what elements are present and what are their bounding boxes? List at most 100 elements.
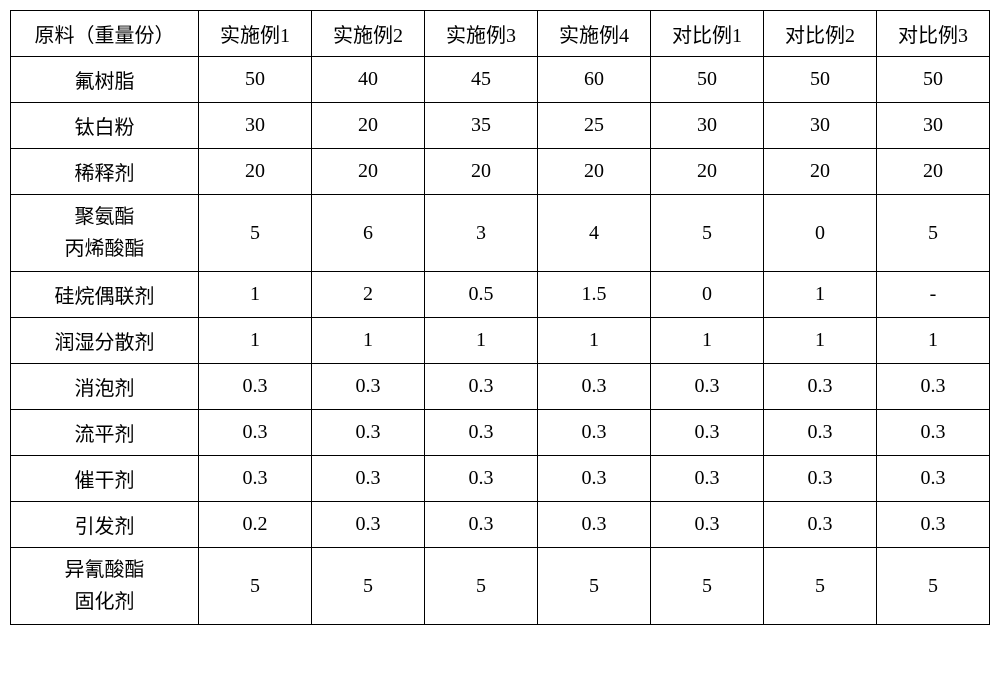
row-data-cell: 60: [538, 57, 651, 103]
row-data-cell: 1: [425, 318, 538, 364]
row-label-cell: 硅烷偶联剂: [11, 272, 199, 318]
row-data-cell: 0.3: [651, 410, 764, 456]
row-label-cell: 润湿分散剂: [11, 318, 199, 364]
row-data-cell: 20: [199, 149, 312, 195]
row-data-cell: 40: [312, 57, 425, 103]
row-label-cell: 异氰酸酯固化剂: [11, 548, 199, 625]
header-label-cell: 原料（重量份）: [11, 11, 199, 57]
row-data-cell: 0.3: [877, 364, 990, 410]
row-data-cell: 0.3: [764, 364, 877, 410]
row-data-cell: 1: [312, 318, 425, 364]
row-data-cell: 50: [199, 57, 312, 103]
row-label-cell: 稀释剂: [11, 149, 199, 195]
row-data-cell: 20: [538, 149, 651, 195]
row-data-cell: 50: [651, 57, 764, 103]
row-label-cell: 聚氨酯丙烯酸酯: [11, 195, 199, 272]
table-row: 催干剂0.30.30.30.30.30.30.3: [11, 456, 990, 502]
row-data-cell: 5: [877, 548, 990, 625]
row-data-cell: 30: [877, 103, 990, 149]
row-data-cell: 0.3: [199, 364, 312, 410]
row-label-cell: 催干剂: [11, 456, 199, 502]
table-row: 硅烷偶联剂120.51.501-: [11, 272, 990, 318]
table-row: 稀释剂20202020202020: [11, 149, 990, 195]
row-data-cell: 0.3: [538, 410, 651, 456]
row-data-cell: 1: [651, 318, 764, 364]
header-data-cell: 实施例2: [312, 11, 425, 57]
row-label-cell: 钛白粉: [11, 103, 199, 149]
row-data-cell: 20: [877, 149, 990, 195]
row-data-cell: 5: [764, 548, 877, 625]
header-data-cell: 实施例1: [199, 11, 312, 57]
row-data-cell: 30: [651, 103, 764, 149]
row-data-cell: 5: [199, 548, 312, 625]
row-data-cell: 1: [764, 318, 877, 364]
row-data-cell: 1: [538, 318, 651, 364]
row-data-cell: 0.3: [538, 502, 651, 548]
row-data-cell: 0.3: [312, 502, 425, 548]
row-data-cell: 30: [199, 103, 312, 149]
row-label-cell: 引发剂: [11, 502, 199, 548]
row-label-line: 固化剂: [15, 586, 194, 618]
row-data-cell: 0.3: [877, 502, 990, 548]
row-data-cell: 0.3: [764, 456, 877, 502]
row-data-cell: 5: [877, 195, 990, 272]
row-data-cell: 20: [425, 149, 538, 195]
row-data-cell: 0.3: [312, 456, 425, 502]
row-data-cell: 20: [312, 149, 425, 195]
row-data-cell: 6: [312, 195, 425, 272]
row-data-cell: 5: [651, 548, 764, 625]
header-data-cell: 实施例4: [538, 11, 651, 57]
table-row: 消泡剂0.30.30.30.30.30.30.3: [11, 364, 990, 410]
row-data-cell: 0.3: [651, 364, 764, 410]
row-data-cell: 0.3: [877, 410, 990, 456]
row-data-cell: 45: [425, 57, 538, 103]
row-data-cell: 0.3: [651, 456, 764, 502]
row-data-cell: 20: [651, 149, 764, 195]
table-row: 异氰酸酯固化剂5555555: [11, 548, 990, 625]
table-row: 润湿分散剂1111111: [11, 318, 990, 364]
row-data-cell: 0.3: [425, 456, 538, 502]
row-data-cell: 0: [764, 195, 877, 272]
row-data-cell: 0.3: [312, 410, 425, 456]
row-data-cell: 0.3: [425, 364, 538, 410]
row-data-cell: 3: [425, 195, 538, 272]
table-row: 聚氨酯丙烯酸酯5634505: [11, 195, 990, 272]
row-data-cell: 50: [877, 57, 990, 103]
row-data-cell: 0.5: [425, 272, 538, 318]
row-data-cell: 2: [312, 272, 425, 318]
row-data-cell: 0.2: [199, 502, 312, 548]
table-row: 流平剂0.30.30.30.30.30.30.3: [11, 410, 990, 456]
row-data-cell: 35: [425, 103, 538, 149]
row-data-cell: 30: [764, 103, 877, 149]
table-header-row: 原料（重量份）实施例1实施例2实施例3实施例4对比例1对比例2对比例3: [11, 11, 990, 57]
header-data-cell: 对比例3: [877, 11, 990, 57]
row-data-cell: 0.3: [199, 410, 312, 456]
row-data-cell: 1.5: [538, 272, 651, 318]
row-data-cell: 5: [651, 195, 764, 272]
row-data-cell: 0.3: [877, 456, 990, 502]
row-label-cell: 消泡剂: [11, 364, 199, 410]
header-data-cell: 对比例2: [764, 11, 877, 57]
row-data-cell: 0: [651, 272, 764, 318]
row-data-cell: 5: [312, 548, 425, 625]
row-data-cell: 1: [764, 272, 877, 318]
row-data-cell: 0.3: [425, 410, 538, 456]
table-body: 原料（重量份）实施例1实施例2实施例3实施例4对比例1对比例2对比例3氟树脂50…: [11, 11, 990, 625]
row-data-cell: 5: [199, 195, 312, 272]
row-data-cell: 5: [425, 548, 538, 625]
row-data-cell: 1: [199, 272, 312, 318]
row-data-cell: 25: [538, 103, 651, 149]
row-data-cell: 0.3: [538, 364, 651, 410]
table-row: 氟树脂50404560505050: [11, 57, 990, 103]
row-data-cell: 0.3: [425, 502, 538, 548]
row-label-cell: 流平剂: [11, 410, 199, 456]
row-data-cell: 0.3: [764, 502, 877, 548]
row-data-cell: 20: [764, 149, 877, 195]
row-label-line: 聚氨酯: [15, 201, 194, 233]
row-data-cell: 4: [538, 195, 651, 272]
row-label-line: 丙烯酸酯: [15, 233, 194, 265]
row-data-cell: 0.3: [199, 456, 312, 502]
composition-table: 原料（重量份）实施例1实施例2实施例3实施例4对比例1对比例2对比例3氟树脂50…: [10, 10, 990, 625]
row-data-cell: 0.3: [651, 502, 764, 548]
row-data-cell: 0.3: [312, 364, 425, 410]
